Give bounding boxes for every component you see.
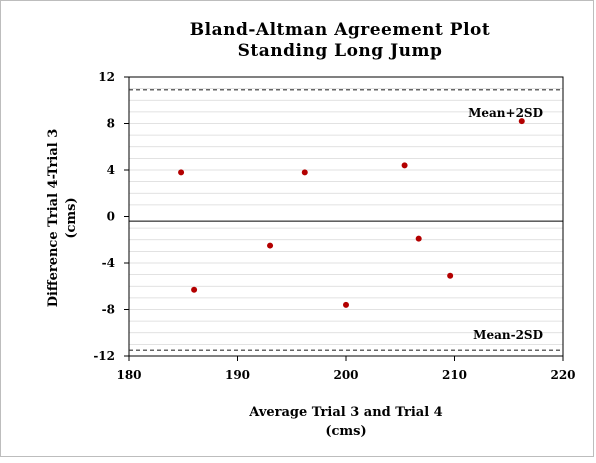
- data-point-3: [267, 242, 274, 249]
- y-tick-label-8: 8: [107, 117, 115, 131]
- x-tick-label-220: 220: [550, 368, 575, 382]
- chart-title: Bland-Altman Agreement Plot: [190, 20, 490, 40]
- data-point-7: [415, 235, 422, 242]
- data-point-4: [301, 169, 308, 176]
- y-axis-title: Difference Trial 4-Trial 3: [46, 129, 61, 308]
- y-tick-label--12: -12: [93, 349, 115, 363]
- data-point-8: [447, 272, 454, 279]
- x-tick-label-190: 190: [225, 368, 250, 382]
- y-tick-label--4: -4: [102, 256, 115, 270]
- y-tick-label--8: -8: [102, 303, 115, 317]
- x-tick-label-200: 200: [333, 368, 358, 382]
- x-tick-label-180: 180: [116, 368, 141, 382]
- data-point-1: [178, 169, 185, 176]
- data-point-5: [343, 301, 349, 308]
- y-tick-label-0: 0: [107, 210, 115, 224]
- data-point-2: [191, 286, 198, 293]
- axes: [124, 76, 564, 361]
- upper-limit-label: Mean+2SD: [468, 106, 543, 120]
- data-points: [178, 118, 525, 308]
- x-axis-title: Average Trial 3 and Trial 4: [248, 405, 442, 420]
- y-tick-label-4: 4: [107, 163, 115, 177]
- x-tick-label-210: 210: [442, 368, 467, 382]
- data-point-9: [518, 118, 525, 125]
- x-axis-title-units: (cms): [325, 424, 366, 439]
- chart-subtitle: Standing Long Jump: [238, 41, 443, 61]
- reference-lines: [129, 89, 563, 351]
- gridlines: [129, 88, 563, 345]
- lower-limit-label: Mean-2SD: [473, 328, 543, 342]
- data-point-6: [401, 162, 408, 169]
- tick-labels: 180 190 200 210 220 -12 -8 -4 0 4 8 12: [93, 70, 575, 382]
- y-axis-title-units: (cms): [64, 197, 79, 238]
- y-tick-label-12: 12: [98, 70, 115, 84]
